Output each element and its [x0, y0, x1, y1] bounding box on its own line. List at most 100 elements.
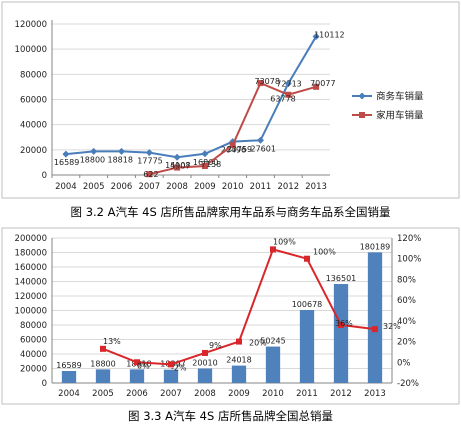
x-tick-label: 2004 — [58, 389, 80, 399]
data-label: 26496 — [221, 146, 246, 155]
data-label: 18818 — [108, 155, 133, 164]
x-tick-label: 2011 — [250, 182, 272, 192]
y2-tick-label: 80% — [397, 275, 416, 285]
data-label: 72713 — [276, 80, 301, 89]
y-tick-label: 80000 — [20, 70, 47, 80]
y-tick-label: 20000 — [20, 365, 47, 375]
growth-point — [100, 345, 106, 352]
bar-data-label: 20010 — [192, 358, 217, 367]
data-label: 17775 — [137, 157, 162, 166]
growth-point — [168, 361, 174, 368]
data-point — [62, 150, 70, 158]
data-point — [257, 80, 264, 87]
legend-label: 家用车销量 — [376, 110, 424, 122]
growth-label: 13% — [103, 337, 121, 346]
bar-data-label: 18800 — [90, 359, 115, 368]
y-tick-label: 60000 — [20, 336, 47, 346]
y-tick-label: 40000 — [20, 350, 47, 360]
growth-label: 20% — [249, 339, 267, 348]
y2-tick-label: 0% — [397, 358, 411, 368]
y-tick-label: 80000 — [20, 321, 47, 331]
figure-3-2-caption: 图 3.2 A汽车 4S 店所售品牌家用车品系与商务车品系全国销量 — [70, 205, 391, 219]
bar-data-label: 16589 — [56, 361, 81, 370]
growth-point — [304, 255, 310, 262]
y-tick-label: 120000 — [15, 292, 47, 302]
growth-label: 32% — [383, 322, 401, 331]
data-label: 16860 — [193, 158, 218, 167]
growth-point — [134, 359, 140, 366]
growth-label: -2% — [171, 363, 187, 372]
y-tick-label: 100000 — [15, 307, 47, 317]
data-point — [313, 83, 320, 90]
data-label: 7158 — [201, 160, 221, 169]
series-line-0 — [65, 35, 317, 159]
data-point — [118, 147, 125, 155]
x-tick-label: 2010 — [222, 182, 244, 192]
data-point — [174, 164, 181, 171]
bar — [367, 252, 383, 383]
growth-label: 36% — [335, 319, 353, 328]
bar-data-label: 50245 — [260, 337, 285, 346]
data-point — [312, 32, 320, 40]
data-label: 70077 — [310, 79, 335, 88]
figure-3-3-caption: 图 3.3 A汽车 4S 店所售品牌全国总销量 — [128, 409, 333, 423]
legend-label: 商务车销量 — [376, 91, 424, 103]
legend-marker — [358, 92, 366, 100]
data-point — [173, 153, 181, 161]
data-point — [146, 171, 153, 178]
x-tick-label: 2004 — [55, 182, 77, 192]
growth-label: 109% — [273, 237, 296, 246]
data-label: 622 — [143, 170, 158, 179]
data-label: 5907 — [170, 162, 190, 171]
data-point — [201, 150, 209, 158]
growth-point — [338, 322, 344, 328]
data-label: 18800 — [80, 155, 105, 164]
bar — [299, 310, 315, 383]
bar — [265, 346, 281, 383]
data-label: 110112 — [314, 30, 345, 39]
chart-frame — [1, 227, 460, 405]
y-tick-label: 60000 — [20, 96, 47, 106]
growth-point — [270, 246, 276, 253]
x-tick-label: 2007 — [160, 389, 182, 399]
x-tick-label: 2005 — [83, 182, 105, 192]
x-tick-label: 2007 — [138, 182, 160, 192]
y2-tick-label: 120% — [397, 234, 421, 244]
x-tick-label: 2006 — [111, 182, 133, 192]
bar — [61, 370, 77, 383]
growth-label: 9% — [209, 341, 222, 350]
y-tick-label: 180000 — [15, 249, 47, 259]
bar-data-label: 24018 — [226, 356, 251, 365]
x-tick-label: 2013 — [305, 182, 327, 192]
data-label: 63778 — [270, 95, 295, 104]
x-tick-label: 2009 — [194, 182, 216, 192]
data-point — [285, 91, 292, 98]
growth-point — [372, 326, 378, 333]
data-point — [229, 142, 236, 149]
y2-tick-label: 40% — [397, 317, 416, 327]
y-tick-label: 200000 — [15, 234, 47, 244]
y2-tick-label: 100% — [397, 255, 421, 265]
data-point — [257, 136, 264, 144]
y-tick-label: 160000 — [15, 263, 47, 273]
data-label: 27601 — [251, 144, 276, 153]
data-label: 16589 — [54, 158, 79, 167]
bar — [231, 365, 247, 383]
bar — [197, 368, 213, 383]
x-tick-label: 2011 — [296, 389, 318, 399]
x-tick-label: 2005 — [92, 389, 114, 399]
y2-tick-label: 20% — [397, 338, 416, 348]
y-tick-label: 100000 — [15, 45, 47, 55]
data-point — [284, 80, 292, 88]
x-tick-label: 2010 — [262, 389, 284, 399]
y-tick-label: 140000 — [15, 278, 47, 288]
bar — [163, 369, 179, 383]
data-label: 73078 — [255, 77, 280, 86]
data-point — [90, 147, 98, 155]
growth-point — [236, 338, 242, 345]
x-tick-label: 2012 — [330, 389, 352, 399]
data-point — [201, 162, 208, 169]
y2-tick-label: 60% — [397, 296, 416, 306]
bar-data-label: 136501 — [326, 274, 357, 283]
y-tick-label: 120000 — [15, 20, 47, 30]
